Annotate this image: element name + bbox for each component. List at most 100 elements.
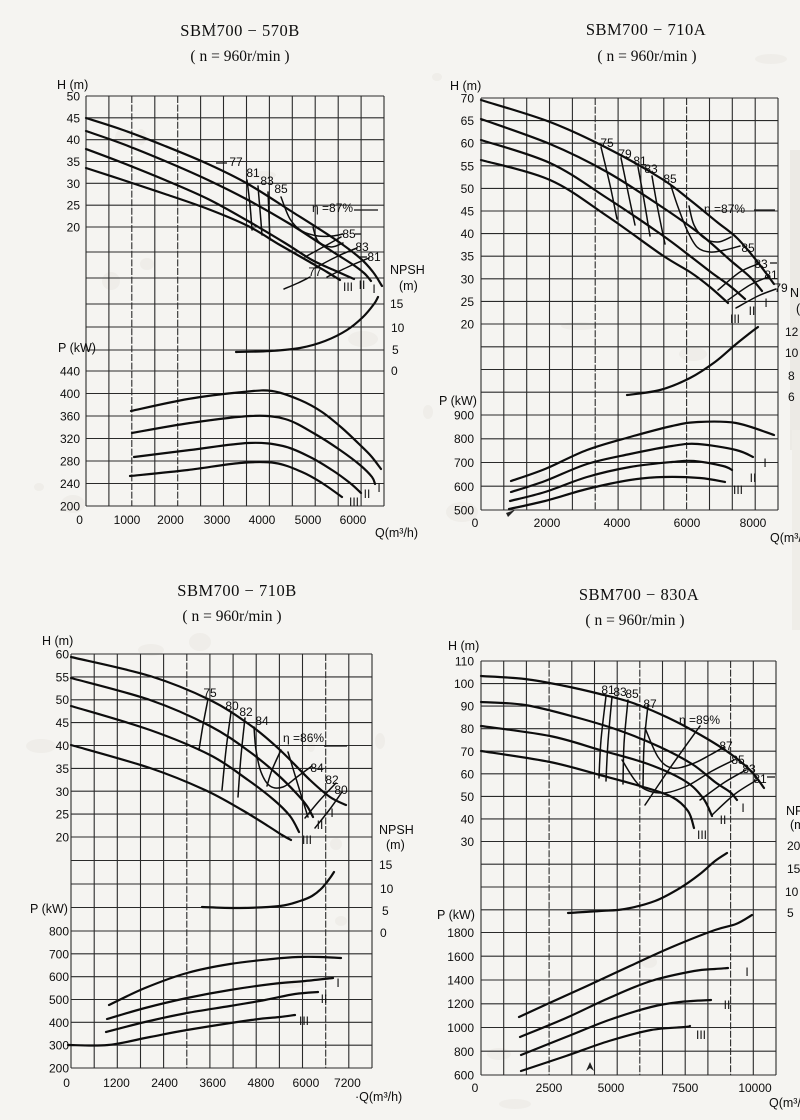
svg-text:0: 0: [63, 1076, 70, 1090]
svg-text:III: III: [299, 1014, 309, 1028]
svg-text:(m): (m): [790, 818, 800, 832]
svg-text:II: II: [317, 818, 324, 832]
svg-text:I: I: [764, 296, 767, 310]
svg-text:II: II: [749, 304, 756, 318]
svg-text:10: 10: [785, 885, 799, 899]
svg-text:2400: 2400: [151, 1076, 178, 1090]
svg-text:6000: 6000: [674, 516, 701, 530]
svg-text:81: 81: [753, 772, 767, 786]
svg-text:400: 400: [60, 387, 80, 401]
svg-text:83: 83: [260, 174, 274, 188]
svg-text:(m): (m): [399, 279, 418, 293]
svg-text:50: 50: [56, 693, 70, 707]
svg-text:I: I: [741, 801, 744, 815]
svg-text:85: 85: [663, 172, 677, 186]
svg-text:79: 79: [774, 281, 788, 295]
svg-text:1000: 1000: [114, 513, 141, 527]
svg-text:600: 600: [49, 970, 69, 984]
svg-text:15: 15: [379, 858, 393, 872]
svg-text:50: 50: [461, 790, 475, 804]
svg-text:·Q(m³/h): ·Q(m³/h): [355, 1090, 402, 1104]
svg-text:700: 700: [454, 456, 474, 470]
svg-text:4800: 4800: [248, 1076, 275, 1090]
svg-text:79: 79: [618, 147, 632, 161]
svg-text:83: 83: [613, 685, 627, 699]
svg-text:81: 81: [601, 683, 615, 697]
svg-text:7500: 7500: [672, 1081, 699, 1095]
svg-text:81: 81: [246, 166, 260, 180]
svg-text:2000: 2000: [534, 516, 561, 530]
svg-text:5000: 5000: [295, 513, 322, 527]
svg-text:84: 84: [255, 714, 269, 728]
svg-text:III: III: [697, 828, 707, 842]
svg-text:240: 240: [60, 477, 80, 491]
svg-text:H (m): H (m): [450, 79, 481, 93]
svg-text:30: 30: [56, 785, 70, 799]
svg-text:75: 75: [203, 686, 217, 700]
svg-text:Q(m³/h): Q(m³/h): [770, 531, 800, 545]
svg-text:60: 60: [461, 137, 475, 151]
svg-text:III: III: [349, 495, 359, 509]
svg-text:( n = 960r/min ): ( n = 960r/min ): [585, 612, 684, 629]
svg-text:20: 20: [67, 221, 81, 235]
svg-text:(m): (m): [386, 838, 405, 852]
svg-text:5: 5: [787, 906, 794, 920]
svg-text:η =86%: η =86%: [283, 731, 324, 745]
svg-text:II: II: [750, 471, 757, 485]
svg-text:1800: 1800: [447, 926, 474, 940]
svg-text:280: 280: [60, 455, 80, 469]
svg-text:( n = 960r/min ): ( n = 960r/min ): [190, 48, 289, 65]
svg-text:84: 84: [310, 761, 324, 775]
svg-text:0: 0: [472, 1081, 479, 1095]
svg-text:8000: 8000: [740, 516, 767, 530]
svg-text:20: 20: [461, 318, 475, 332]
svg-text:25: 25: [56, 808, 70, 822]
svg-text:45: 45: [56, 716, 70, 730]
svg-text:1400: 1400: [447, 974, 474, 988]
svg-text:5: 5: [392, 343, 399, 357]
svg-text:110: 110: [455, 655, 474, 669]
svg-text:85: 85: [741, 241, 755, 255]
svg-text:45: 45: [67, 111, 81, 125]
svg-text:81: 81: [367, 250, 381, 264]
svg-text:20: 20: [56, 831, 70, 845]
svg-text:50: 50: [461, 182, 475, 196]
svg-text:II: II: [724, 998, 731, 1012]
svg-text:77: 77: [308, 265, 322, 279]
svg-text:800: 800: [454, 432, 474, 446]
svg-text:15: 15: [390, 297, 404, 311]
svg-text:60: 60: [56, 648, 70, 662]
svg-text:800: 800: [49, 925, 69, 939]
svg-text:81: 81: [764, 268, 778, 282]
svg-text:85: 85: [731, 753, 745, 767]
svg-text:40: 40: [56, 739, 70, 753]
svg-text:77: 77: [229, 155, 243, 169]
svg-text:II: II: [720, 813, 727, 827]
svg-text:SBM700 − 710B: SBM700 − 710B: [177, 581, 296, 600]
svg-text:SBM700 − 830A: SBM700 − 830A: [579, 585, 699, 604]
svg-text:440: 440: [60, 365, 80, 379]
svg-text:III: III: [343, 280, 353, 294]
svg-text:30: 30: [461, 272, 475, 286]
svg-text:2500: 2500: [536, 1081, 563, 1095]
svg-text:η =89%: η =89%: [679, 713, 720, 727]
svg-text:NPSH: NPSH: [379, 823, 414, 837]
svg-text:P (kW): P (kW): [439, 394, 477, 408]
svg-text:η =87%: η =87%: [704, 202, 745, 216]
svg-text:83: 83: [355, 240, 369, 254]
svg-text:82: 82: [239, 705, 253, 719]
svg-text:320: 320: [60, 432, 80, 446]
svg-text:H (m): H (m): [448, 639, 479, 653]
svg-text:6: 6: [788, 390, 795, 404]
svg-text:85: 85: [625, 687, 639, 701]
svg-text:(m): (m): [796, 302, 800, 316]
svg-text:5: 5: [382, 904, 389, 918]
svg-text:I: I: [377, 481, 380, 495]
svg-text:10: 10: [391, 321, 405, 335]
svg-text:6000: 6000: [340, 513, 367, 527]
svg-text:4000: 4000: [249, 513, 276, 527]
svg-text:80: 80: [225, 699, 239, 713]
svg-text:SBM700 − 570B: SBM700 − 570B: [180, 21, 299, 40]
svg-text:10000: 10000: [738, 1081, 772, 1095]
svg-text:3000: 3000: [204, 513, 231, 527]
